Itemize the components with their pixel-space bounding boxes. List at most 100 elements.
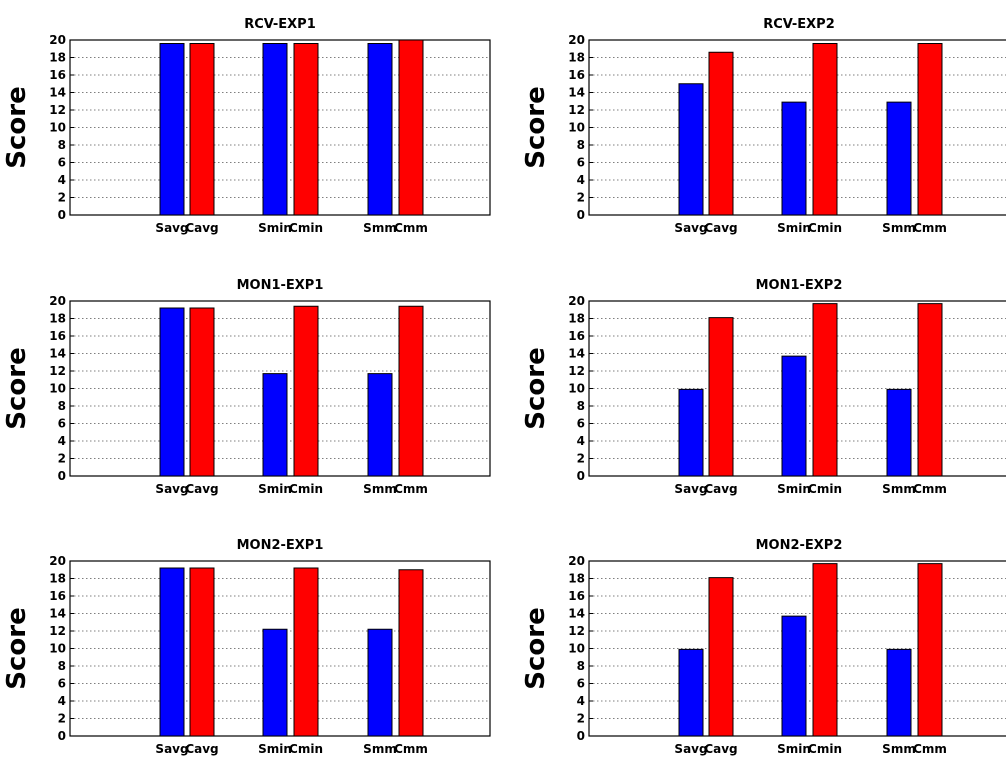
y-tick-label: 20 [568, 33, 585, 47]
y-tick-label: 2 [577, 712, 585, 726]
y-tick-label: 4 [577, 173, 585, 187]
y-tick-label: 4 [58, 173, 66, 187]
bar-cmm [917, 563, 943, 737]
x-tick-label: Smm [363, 742, 397, 756]
y-axis-label: Score [521, 607, 551, 689]
chart-title: RCV-EXP2 [763, 17, 835, 32]
x-tick-label: Smin [258, 482, 292, 496]
y-tick-label: 6 [58, 417, 66, 431]
bar-cmin [812, 563, 838, 737]
y-tick-label: 12 [568, 103, 585, 117]
bar-smm [886, 648, 912, 737]
x-tick-label: Cmin [289, 482, 323, 496]
y-tick-label: 16 [568, 68, 585, 82]
bar-cmm [398, 305, 424, 477]
x-tick-label: Savg [674, 742, 707, 756]
y-tick-label: 16 [49, 68, 66, 82]
bar-smm [886, 388, 912, 477]
bar-smm [367, 43, 393, 216]
bar-savg [159, 567, 185, 737]
y-tick-label: 8 [58, 659, 66, 673]
x-tick-label: Cmin [808, 221, 842, 235]
y-tick-label: 10 [49, 382, 66, 396]
x-tick-label: Cavg [185, 221, 218, 235]
x-tick-label: Savg [674, 482, 707, 496]
bar-smin [262, 373, 288, 477]
y-tick-label: 4 [58, 434, 66, 448]
x-tick-label: Cmin [289, 221, 323, 235]
bar-cavg [189, 307, 215, 477]
bar-cmm [398, 39, 424, 216]
y-tick-label: 20 [568, 554, 585, 568]
x-tick-label: Cavg [704, 221, 737, 235]
y-tick-label: 14 [49, 347, 66, 361]
bar-smin [781, 615, 807, 737]
bar-savg [678, 83, 704, 216]
y-tick-label: 2 [58, 191, 66, 205]
bar-smm [886, 101, 912, 216]
x-tick-label: Cmm [394, 221, 428, 235]
y-tick-label: 0 [58, 208, 66, 222]
bar-cmin [812, 303, 838, 477]
bar-smin [262, 43, 288, 216]
x-tick-label: Cavg [704, 742, 737, 756]
x-tick-label: Smin [258, 742, 292, 756]
x-tick-label: Savg [155, 482, 188, 496]
y-tick-label: 2 [577, 191, 585, 205]
x-tick-label: Cavg [704, 482, 737, 496]
bar-savg [159, 307, 185, 477]
y-tick-label: 14 [49, 607, 66, 621]
y-tick-label: 14 [568, 607, 585, 621]
y-tick-label: 0 [58, 729, 66, 743]
y-tick-label: 2 [58, 712, 66, 726]
y-tick-label: 4 [577, 694, 585, 708]
bar-savg [678, 388, 704, 477]
bar-smin [781, 355, 807, 477]
y-tick-label: 10 [49, 121, 66, 135]
y-tick-label: 6 [577, 156, 585, 170]
x-tick-label: Cmm [913, 221, 947, 235]
x-tick-label: Smin [258, 221, 292, 235]
x-tick-label: Smm [882, 482, 916, 496]
y-tick-label: 20 [568, 294, 585, 308]
y-tick-label: 18 [568, 51, 585, 65]
bar-savg [678, 648, 704, 737]
y-tick-label: 10 [568, 642, 585, 656]
y-tick-label: 2 [58, 452, 66, 466]
x-tick-label: Cmm [394, 742, 428, 756]
x-tick-label: Cmm [394, 482, 428, 496]
bar-savg [159, 43, 185, 216]
x-tick-label: Cmin [808, 482, 842, 496]
x-tick-label: Smin [777, 482, 811, 496]
y-tick-label: 4 [58, 694, 66, 708]
y-tick-label: 18 [49, 312, 66, 326]
y-tick-label: 6 [577, 417, 585, 431]
x-tick-label: Cmm [913, 742, 947, 756]
y-tick-label: 0 [577, 729, 585, 743]
y-tick-label: 14 [568, 86, 585, 100]
y-tick-label: 20 [49, 554, 66, 568]
y-tick-label: 12 [49, 103, 66, 117]
y-tick-label: 8 [577, 399, 585, 413]
y-axis-label: Score [2, 607, 32, 689]
bar-cmin [293, 305, 319, 477]
y-tick-label: 6 [58, 677, 66, 691]
y-tick-label: 14 [568, 347, 585, 361]
x-tick-label: Smm [363, 482, 397, 496]
bar-cavg [708, 577, 734, 737]
bar-cmin [812, 43, 838, 216]
bar-cavg [708, 317, 734, 477]
chart-title: MON1-EXP1 [237, 278, 324, 293]
x-tick-label: Smin [777, 742, 811, 756]
y-tick-label: 6 [577, 677, 585, 691]
x-tick-label: Cmin [289, 742, 323, 756]
y-tick-label: 12 [49, 364, 66, 378]
bar-smm [367, 373, 393, 477]
bar-smin [262, 628, 288, 737]
y-tick-label: 8 [577, 659, 585, 673]
x-tick-label: Savg [155, 221, 188, 235]
